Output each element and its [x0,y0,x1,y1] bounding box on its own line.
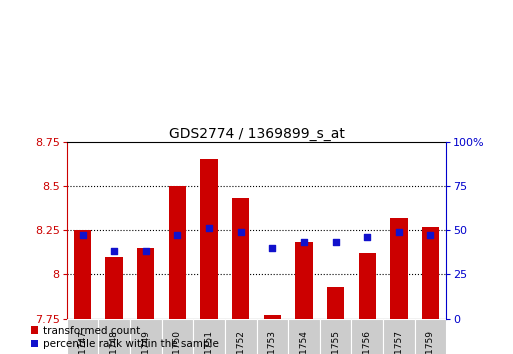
Text: GSM101759: GSM101759 [426,330,435,354]
Bar [201,159,218,319]
Bar [390,218,407,319]
Text: GSM101747: GSM101747 [78,330,87,354]
Point [268,245,277,251]
Text: GSM101754: GSM101754 [300,330,308,354]
Bar [351,319,383,354]
Bar [169,186,186,319]
Title: GDS2774 / 1369899_s_at: GDS2774 / 1369899_s_at [169,127,344,141]
Text: GSM101756: GSM101756 [363,330,372,354]
Bar [106,257,123,319]
Bar [264,315,281,319]
Bar [422,227,439,319]
Bar [327,287,344,319]
Bar [256,319,288,354]
Bar [383,319,415,354]
Point [173,233,182,238]
Bar [320,319,351,354]
Point [331,240,340,245]
Point [300,240,308,245]
Text: GSM101755: GSM101755 [331,330,340,354]
Text: GSM101751: GSM101751 [205,330,213,354]
Bar [130,319,162,354]
Text: GSM101748: GSM101748 [110,330,119,354]
Bar [137,248,154,319]
Point [426,233,435,238]
Bar [295,242,312,319]
Text: GSM101749: GSM101749 [141,330,150,354]
Text: GSM101753: GSM101753 [268,330,277,354]
Legend: transformed count, percentile rank within the sample: transformed count, percentile rank withi… [31,326,219,349]
Point [142,249,150,254]
Point [236,229,245,235]
Bar [225,319,256,354]
Text: GSM101757: GSM101757 [394,330,403,354]
Point [78,233,87,238]
Bar [359,253,376,319]
Text: GSM101750: GSM101750 [173,330,182,354]
Bar [74,230,91,319]
Text: GSM101752: GSM101752 [236,330,245,354]
Point [363,234,371,240]
Bar [98,319,130,354]
Bar [288,319,320,354]
Bar [193,319,225,354]
Bar [415,319,446,354]
Point [205,225,213,231]
Bar [232,198,249,319]
Point [110,249,118,254]
Bar [162,319,193,354]
Point [394,229,403,235]
Bar [67,319,98,354]
